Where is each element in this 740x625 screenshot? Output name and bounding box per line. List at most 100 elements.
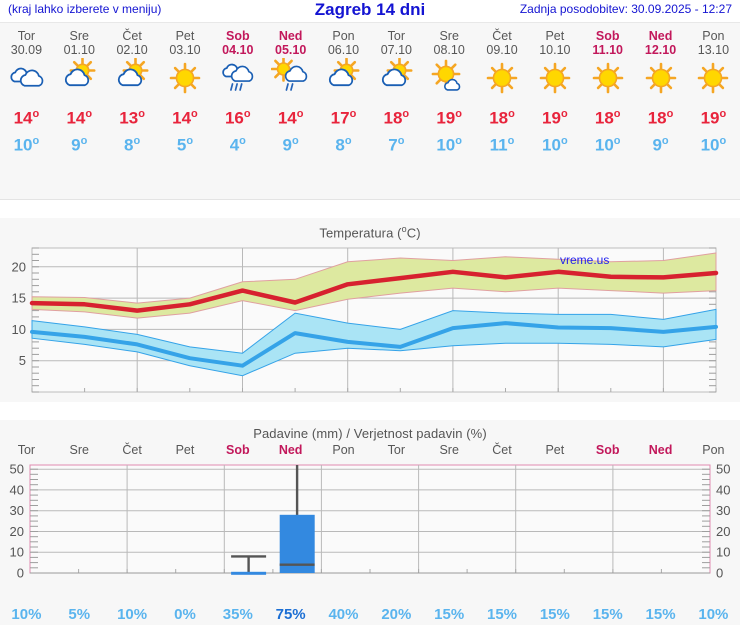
day-date: 11.10 (592, 43, 623, 57)
precip-day-name: Tor (17, 443, 36, 458)
temp-max-value: 18 (647, 108, 667, 128)
temp-min-value: 8 (335, 135, 345, 155)
degree-sign: o (80, 134, 88, 147)
forecast-day-column[interactable]: Tor 07.10 18o 7o (370, 23, 423, 156)
degree-sign: o (133, 134, 141, 147)
degree-sign: o (666, 108, 674, 120)
temp-max-value: 14 (13, 108, 33, 128)
temp-max-value: 14 (66, 108, 86, 128)
degree-sign: o (138, 108, 145, 120)
precip-day-name: Ned (648, 443, 673, 458)
day-date: 05.10 (275, 43, 307, 57)
temp-min-value: 9 (71, 135, 81, 155)
degree-sign: o (349, 108, 357, 120)
forecast-day-column[interactable]: Ned 12.10 18o 9o (634, 23, 687, 156)
day-name: Tor (387, 29, 406, 43)
forecast-day-column[interactable]: Pon 06.10 17o 8o (317, 23, 370, 156)
temp-min: 10o (423, 130, 476, 157)
precip-day-name: Sre (69, 443, 89, 458)
precip-day-name: Pon (702, 443, 725, 458)
day-name: Sre (439, 29, 459, 43)
temp-max-value: 19 (542, 108, 561, 128)
forecast-day-column[interactable]: Tor 30.09 14o 10o (0, 23, 53, 156)
temp-min: 5o (159, 130, 212, 157)
forecast-day-column[interactable]: Pet 10.10 19o 10o (528, 23, 581, 156)
svg-text:40: 40 (716, 483, 730, 498)
precip-probability: 15% (539, 606, 570, 624)
day-name: Čet (492, 29, 512, 43)
sun-cloud-icon (53, 57, 106, 99)
precip-probability: 10% (117, 606, 148, 624)
precipitation-plot: 0 0 10 10 20 20 30 30 40 40 50 50 (0, 459, 740, 593)
day-date: 30.09 (10, 43, 43, 57)
forecast-day-column[interactable]: Ned 05.10 14o 9o (264, 23, 317, 156)
degree-sign: o (397, 134, 405, 147)
temp-min: 9o (634, 130, 687, 157)
forecast-day-column[interactable]: Sre 01.10 14o 9o (53, 23, 106, 156)
precipitation-chart: Padavine (mm) / Verjetnost padavin (%) T… (0, 420, 740, 625)
temp-max: 19o (423, 99, 476, 130)
cloud-rain-icon (211, 57, 264, 99)
svg-text:0: 0 (17, 566, 24, 581)
day-name: Sob (225, 29, 250, 43)
degree-sign: o (191, 108, 198, 120)
day-name: Pon (332, 29, 355, 43)
precip-bar (231, 572, 267, 576)
temp-max-value: 18 (489, 108, 509, 128)
day-date: 01.10 (63, 43, 95, 57)
degree-sign: o (455, 108, 462, 120)
temp-min: 10o (528, 130, 581, 157)
svg-text:20: 20 (10, 524, 24, 539)
temperature-title-main: Temperatura ( (319, 225, 402, 241)
temp-min: 4o (211, 130, 264, 157)
temp-min-value: 7 (388, 135, 398, 155)
precip-probability: 0% (174, 606, 196, 624)
sun-icon (687, 57, 740, 99)
temp-max: 18o (476, 99, 529, 130)
degree-sign: o (661, 134, 669, 147)
temp-max: 13o (106, 99, 159, 130)
temp-max-value: 18 (594, 108, 614, 128)
sun-cloud-icon (370, 57, 423, 99)
day-name: Tor (17, 29, 36, 43)
page-header: (kraj lahko izberete v meniju) Zagreb 14… (0, 0, 740, 22)
temp-min: 11o (476, 130, 529, 157)
svg-text:15: 15 (12, 291, 26, 306)
forecast-day-column[interactable]: Pet 03.10 14o 5o (159, 23, 212, 156)
temperature-plot: 5 10 15 20 vreme.us (0, 242, 740, 403)
day-date: 06.10 (327, 43, 360, 57)
day-date: 03.10 (169, 43, 201, 57)
temperature-chart: Temperatura (oC) 5 10 15 20 vreme.us (0, 218, 740, 403)
day-date: 09.10 (486, 43, 518, 57)
forecast-day-column[interactable]: Sob 11.10 18o 10o (581, 23, 634, 156)
forecast-day-column[interactable]: Čet 09.10 18o 11o (476, 23, 529, 156)
page-title: Zagreb 14 dni (314, 0, 426, 19)
temp-min-value: 9 (282, 135, 292, 155)
temp-min-line (30, 321, 718, 369)
forecast-day-column[interactable]: Sre 08.10 19o 10o (423, 23, 476, 156)
svg-text:0: 0 (716, 566, 723, 581)
temp-max-value: 17 (330, 108, 350, 128)
temp-min: 7o (370, 130, 423, 157)
degree-sign: o (32, 108, 40, 120)
temp-max-value: 19 (436, 108, 456, 128)
forecast-day-column[interactable]: Sob 04.10 16o 4o (211, 23, 264, 156)
degree-sign: o (186, 134, 194, 147)
degree-sign: o (402, 108, 410, 120)
degree-sign: o (613, 134, 621, 147)
temp-max-value: 18 (383, 108, 403, 128)
precip-day-name: Sob (595, 443, 620, 458)
sun-small-cloud-icon (423, 57, 476, 99)
svg-text:10: 10 (12, 322, 26, 337)
svg-text:10: 10 (10, 545, 24, 560)
sun-cloud-rain-icon (264, 57, 317, 99)
sun-cloud-icon (317, 57, 370, 99)
degree-sign: o (507, 134, 515, 147)
degree-sign: o (719, 108, 727, 120)
degree-sign: o (85, 108, 93, 120)
sun-icon (528, 57, 581, 99)
strip-divider (0, 199, 740, 200)
temp-min-value: 10 (436, 135, 456, 155)
forecast-day-column[interactable]: Čet 02.10 13o 8o (106, 23, 159, 156)
forecast-day-column[interactable]: Pon 13.10 19o 10o (687, 23, 740, 156)
